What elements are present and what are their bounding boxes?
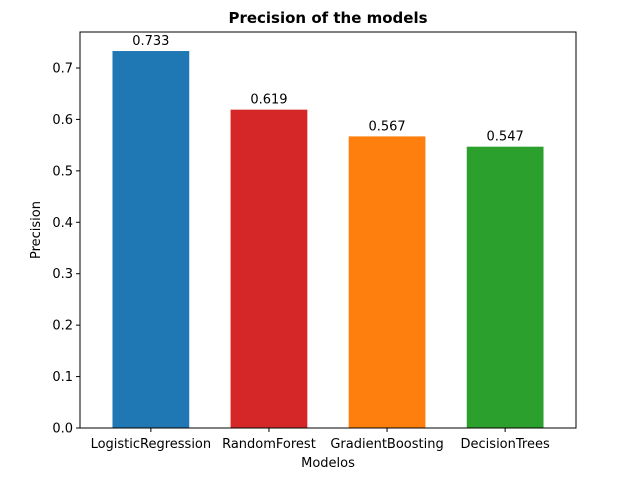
y-tick-label: 0.2 [52, 319, 73, 334]
bars-group [112, 51, 544, 429]
plot-frame [79, 31, 577, 429]
y-tick-label: 0.3 [52, 267, 73, 282]
x-tick-label: DecisionTrees [461, 437, 550, 452]
bar-value-label: 0.619 [250, 93, 287, 108]
bar-value-label: 0.547 [487, 130, 524, 145]
chart-title: Precision of the models [228, 9, 427, 27]
bar-gradientboosting [348, 136, 426, 428]
y-tick-label: 0.5 [52, 164, 73, 179]
y-tick-label: 0.0 [52, 422, 73, 437]
y-tick-label: 0.4 [52, 216, 73, 231]
bar-value-label: 0.733 [132, 34, 169, 49]
x-tick-label: RandomForest [222, 437, 316, 452]
bar-value-label: 0.567 [368, 119, 405, 134]
bar-logisticregression [112, 51, 190, 429]
x-axis-label: Modelos [301, 456, 355, 471]
y-axis-ticks: 0.0 0.1 0.2 0.3 0.4 0.5 0.6 0.7 [52, 62, 80, 437]
bar-value-labels: 0.733 0.619 0.567 0.547 [132, 34, 524, 145]
x-tick-label: GradientBoosting [330, 437, 443, 452]
y-tick-label: 0.6 [52, 113, 73, 128]
y-tick-label: 0.7 [52, 62, 73, 77]
y-tick-label: 0.1 [52, 370, 73, 385]
bar-decisiontrees [466, 146, 544, 428]
x-tick-label: LogisticRegression [91, 437, 212, 452]
x-axis-ticks: LogisticRegression RandomForest GradientBo… [91, 428, 550, 452]
bar-randomforest [230, 109, 308, 429]
y-axis-label: Precision [29, 201, 44, 259]
